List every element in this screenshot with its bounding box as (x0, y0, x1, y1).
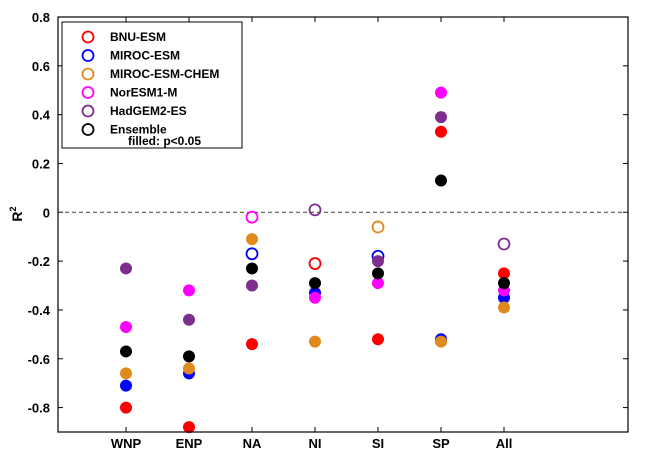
legend-label-noresm1-m: NorESM1-M (110, 86, 177, 100)
data-point-ensemble (372, 267, 384, 280)
data-point-miroc-esm-chem (120, 367, 132, 380)
y-tick-label: 0.4 (32, 108, 51, 123)
legend-marker-ensemble (81, 123, 95, 136)
legend-marker-miroc-esm (81, 49, 95, 62)
data-point-ensemble (309, 277, 321, 290)
y-axis-label-superscript: 2 (8, 206, 18, 211)
data-point-miroc-esm-chem (183, 362, 195, 375)
data-point-bnu-esm (120, 401, 132, 414)
x-tick-label: SI (372, 436, 384, 451)
legend-items: BNU-ESM MIROC-ESM MIROC-ESM-CHEM NorESM1-M H… (81, 30, 219, 137)
y-axis-label-main: R (9, 211, 25, 221)
legend-marker-noresm1-m (81, 86, 95, 99)
y-tick-label: -0.2 (28, 254, 50, 269)
data-point-hadgem2-es (497, 237, 511, 251)
x-tick-label: SP (432, 436, 450, 451)
legend-marker-bnu-esm (81, 30, 95, 44)
legend-label-bnu-esm: BNU-ESM (110, 30, 166, 44)
y-tick-label: 0.8 (32, 10, 50, 25)
y-tick-label: 0.2 (32, 156, 50, 171)
y-tick-label: -0.4 (28, 303, 51, 318)
data-point-hadgem2-es (435, 111, 447, 124)
data-point-noresm1-m (372, 277, 384, 290)
data-point-ensemble (246, 262, 258, 275)
data-point-bnu-esm (435, 125, 447, 138)
y-axis-label: R2 (8, 206, 25, 221)
legend-label-miroc-esm-chem: MIROC-ESM-CHEM (110, 67, 219, 81)
x-tick-label: ENP (176, 436, 203, 451)
x-axis: WNP ENP NA NI SI SP All (111, 17, 512, 451)
data-point-noresm1-m (309, 291, 321, 304)
data-point-hadgem2-es (372, 255, 384, 268)
data-point-miroc-esm-chem (309, 335, 321, 348)
plot-frame (57, 16, 629, 433)
legend-marker-miroc-esm-chem (81, 67, 95, 81)
y-tick-label: 0 (43, 205, 50, 220)
data-point-hadgem2-es (246, 279, 258, 292)
legend-label-ensemble: Ensemble (110, 123, 167, 137)
data-point-ensemble (120, 345, 132, 358)
x-tick-label: WNP (111, 436, 142, 451)
data-point-noresm1-m (435, 86, 447, 99)
data-point-miroc-esm (245, 247, 259, 261)
data-point-miroc-esm-chem (246, 233, 258, 246)
x-tick-label: NA (243, 436, 262, 451)
data-point-ensemble (435, 174, 447, 187)
data-point-hadgem2-es (120, 262, 132, 275)
data-point-bnu-esm (372, 333, 384, 346)
data-point-noresm1-m (245, 210, 259, 224)
data-point-miroc-esm-chem (498, 301, 510, 314)
data-point-bnu-esm (183, 421, 195, 434)
data-point-ensemble (183, 350, 195, 363)
data-point-miroc-esm (120, 379, 132, 392)
legend-label-hadgem2-es: HadGEM2-ES (110, 104, 187, 118)
data-point-bnu-esm (498, 267, 510, 280)
y-axis: -0.8 -0.6 -0.4 -0.2 0 0.2 0.4 0.6 0.8 (28, 10, 628, 416)
x-tick-label: All (496, 436, 513, 451)
data-point-bnu-esm (246, 338, 258, 351)
data-point-miroc-esm-chem (435, 335, 447, 348)
x-tick-label: NI (309, 436, 322, 451)
y-tick-label: -0.8 (28, 401, 50, 416)
legend-label-miroc-esm: MIROC-ESM (110, 49, 180, 63)
data-point-miroc-esm-chem (371, 220, 385, 234)
legend: BNU-ESM MIROC-ESM MIROC-ESM-CHEM NorESM1-M H… (61, 21, 243, 149)
y-tick-label: 0.6 (32, 59, 50, 74)
data-point-hadgem2-es (308, 203, 322, 217)
data-point-hadgem2-es (183, 313, 195, 326)
data-point-bnu-esm (308, 257, 322, 270)
data-point-noresm1-m (183, 284, 195, 297)
y-tick-label: -0.6 (28, 352, 50, 367)
data-point-noresm1-m (120, 321, 132, 334)
data-points (120, 86, 511, 434)
data-point-ensemble (498, 277, 510, 290)
legend-note: filled: p<0.05 (128, 134, 201, 148)
legend-marker-hadgem2-es (81, 104, 95, 118)
